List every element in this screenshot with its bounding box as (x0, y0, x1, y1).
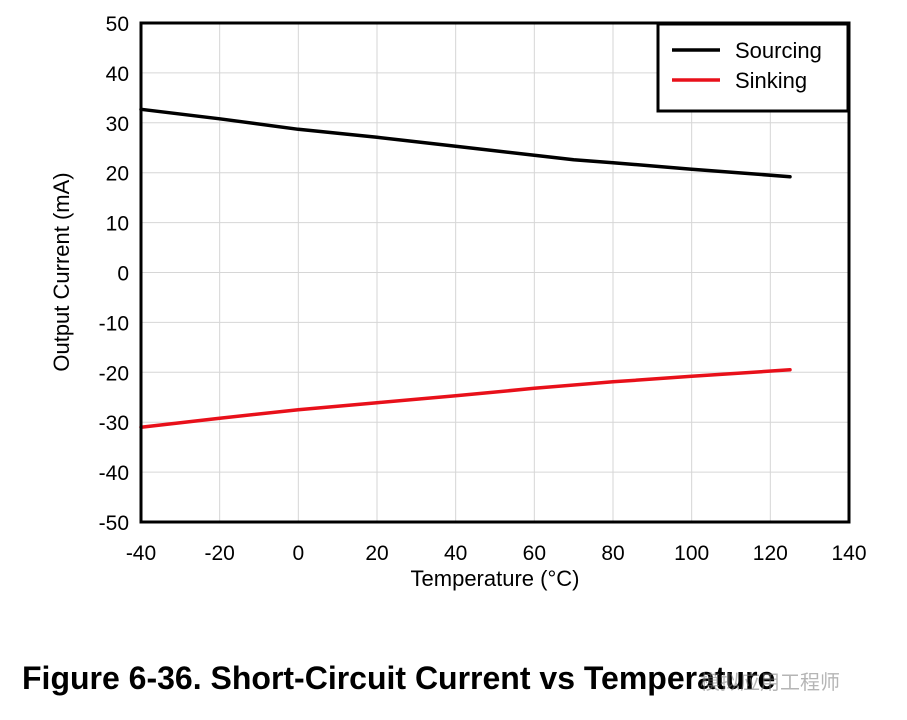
legend: Sourcing Sinking (656, 22, 850, 113)
legend-label-sinking: Sinking (735, 68, 807, 93)
series-line-sourcing (139, 107, 792, 179)
chart: -40 -20 0 20 40 60 80 100 120 140 50403020100-10-… (49, 13, 867, 591)
x-tick-label: 120 (753, 542, 788, 565)
x-tick-labels: -40 -20 0 20 40 60 80 100 120 140 (126, 542, 867, 565)
series-line-sinking (139, 368, 792, 429)
y-tick-label: -10 (99, 312, 129, 335)
x-tick-label: 0 (292, 542, 304, 565)
y-tick-label: 20 (106, 163, 129, 186)
figure-caption: Figure 6-36. Short-Circuit Current vs Te… (22, 660, 776, 696)
y-tick-label: -50 (99, 512, 129, 535)
x-tick-label: 100 (674, 542, 709, 565)
y-tick-label: -30 (99, 412, 129, 435)
x-tick-label: -20 (204, 542, 234, 565)
x-tick-label: 140 (831, 542, 866, 565)
y-tick-label: 50 (106, 13, 129, 36)
y-tick-label: 0 (117, 263, 129, 286)
y-tick-labels: 50 40 30 20 10 0 -10 -20 -30 -40 -50 (99, 13, 129, 535)
x-tick-label: 20 (365, 542, 388, 565)
y-tick-label: 40 (106, 63, 129, 86)
watermark: 模拟应用工程师 (700, 670, 840, 694)
legend-box (656, 22, 850, 113)
x-tick-label: 60 (523, 542, 546, 565)
plot-frame (139, 21, 851, 524)
y-tick-label: 30 (106, 113, 129, 136)
y-axis-title: Output Current (mA) (49, 172, 74, 371)
x-tick-label: 80 (601, 542, 624, 565)
x-tick-label: -40 (126, 542, 156, 565)
series-layer (139, 107, 792, 429)
legend-label-sourcing: Sourcing (735, 38, 822, 63)
y-tick-label: -40 (99, 462, 129, 485)
x-axis-title: Temperature (°C) (411, 566, 580, 591)
y-tick-label: -20 (99, 362, 129, 385)
x-tick-label: 40 (444, 542, 467, 565)
y-tick-label: 10 (106, 213, 129, 236)
